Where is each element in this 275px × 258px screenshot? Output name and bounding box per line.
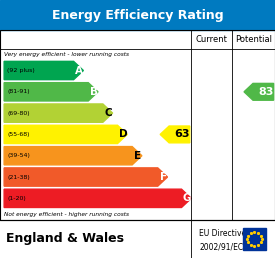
Text: C: C	[104, 108, 112, 118]
Polygon shape	[4, 83, 98, 101]
Polygon shape	[4, 168, 167, 186]
Text: (81-91): (81-91)	[7, 89, 30, 94]
Text: 2002/91/EC: 2002/91/EC	[199, 242, 243, 251]
Text: Energy Efficiency Rating: Energy Efficiency Rating	[52, 9, 223, 22]
Text: (92 plus): (92 plus)	[7, 68, 35, 73]
Text: Potential: Potential	[235, 35, 272, 44]
Text: 83: 83	[258, 87, 274, 97]
Text: F: F	[160, 172, 167, 182]
Polygon shape	[4, 104, 113, 122]
Text: (39-54): (39-54)	[7, 153, 30, 158]
Text: Current: Current	[196, 35, 228, 44]
Polygon shape	[4, 125, 127, 144]
Text: G: G	[183, 193, 191, 203]
Polygon shape	[244, 83, 274, 100]
Text: (1-20): (1-20)	[7, 196, 26, 201]
Text: E: E	[134, 151, 141, 161]
Bar	[243, 228, 266, 250]
Text: B: B	[90, 87, 98, 97]
Text: (21-38): (21-38)	[7, 174, 30, 180]
Text: Not energy efficient - higher running costs: Not energy efficient - higher running co…	[4, 212, 129, 217]
Bar	[0, 30, 275, 220]
Text: EU Directive: EU Directive	[199, 229, 246, 238]
Polygon shape	[4, 147, 142, 165]
Polygon shape	[160, 126, 190, 143]
Polygon shape	[4, 61, 83, 80]
Text: 63: 63	[174, 130, 190, 139]
Bar	[0, 220, 275, 258]
Polygon shape	[4, 189, 191, 207]
Text: A: A	[75, 66, 83, 76]
Text: England & Wales: England & Wales	[6, 232, 123, 245]
Text: (69-80): (69-80)	[7, 111, 30, 116]
Bar	[0, 0, 275, 30]
Text: D: D	[119, 130, 127, 139]
Text: (55-68): (55-68)	[7, 132, 30, 137]
Text: Very energy efficient - lower running costs: Very energy efficient - lower running co…	[4, 52, 129, 57]
